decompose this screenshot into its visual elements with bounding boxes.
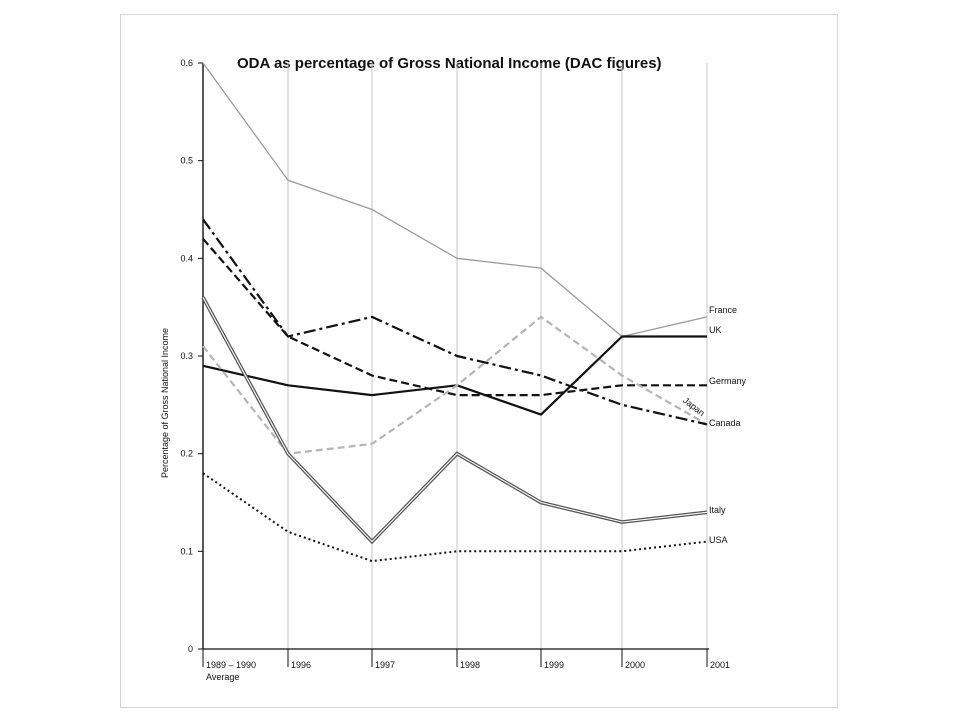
series-label-italy: Italy (709, 505, 726, 515)
y-tick-label: 0 (188, 644, 193, 654)
chart-panel (120, 14, 838, 708)
x-tick-label: 1997 (375, 660, 395, 670)
series-label-canada: Canada (709, 418, 741, 428)
x-tick-label: 2001 (710, 660, 730, 670)
series-line-usa (202, 472, 708, 563)
series-line-italy-inner (202, 297, 708, 543)
series-line-uk (202, 335, 707, 416)
series-label-japan: Japan (681, 395, 706, 418)
y-tick-label: 0.5 (180, 156, 193, 166)
series-label-france: France (709, 305, 737, 315)
series-line-italy (201, 296, 708, 545)
y-tick-label: 0.2 (180, 449, 193, 459)
series-label-germany: Germany (709, 376, 747, 386)
x-tick-label: 1996 (291, 660, 311, 670)
y-tick-label: 0.4 (180, 253, 193, 263)
x-tick-label: 1999 (544, 660, 564, 670)
axes: 0 0.1 0.2 0.3 0.4 0.5 0.6 1989 – 1990 Average 199… (180, 58, 730, 682)
series-line-canada (202, 218, 708, 426)
vertical-gridlines (287, 63, 708, 649)
y-tick-label: 0.6 (180, 58, 193, 68)
y-tick-label: 0.1 (180, 546, 193, 556)
series-line-germany (202, 238, 707, 397)
x-tick-label: 2000 (625, 660, 645, 670)
series-lines (201, 62, 708, 563)
x-tick-label: 1989 – 1990 (206, 660, 256, 670)
chart-title: ODA as percentage of Gross National Inco… (237, 55, 662, 72)
series-label-uk: UK (709, 325, 722, 335)
y-tick-label: 0.3 (180, 351, 193, 361)
series-label-usa: USA (709, 535, 728, 545)
x-tick-label: 1998 (460, 660, 480, 670)
series-line-france (202, 62, 708, 338)
y-axis-label: Percentage of Gross National Income (160, 328, 170, 478)
x-tick-sublabel: Average (206, 672, 239, 682)
